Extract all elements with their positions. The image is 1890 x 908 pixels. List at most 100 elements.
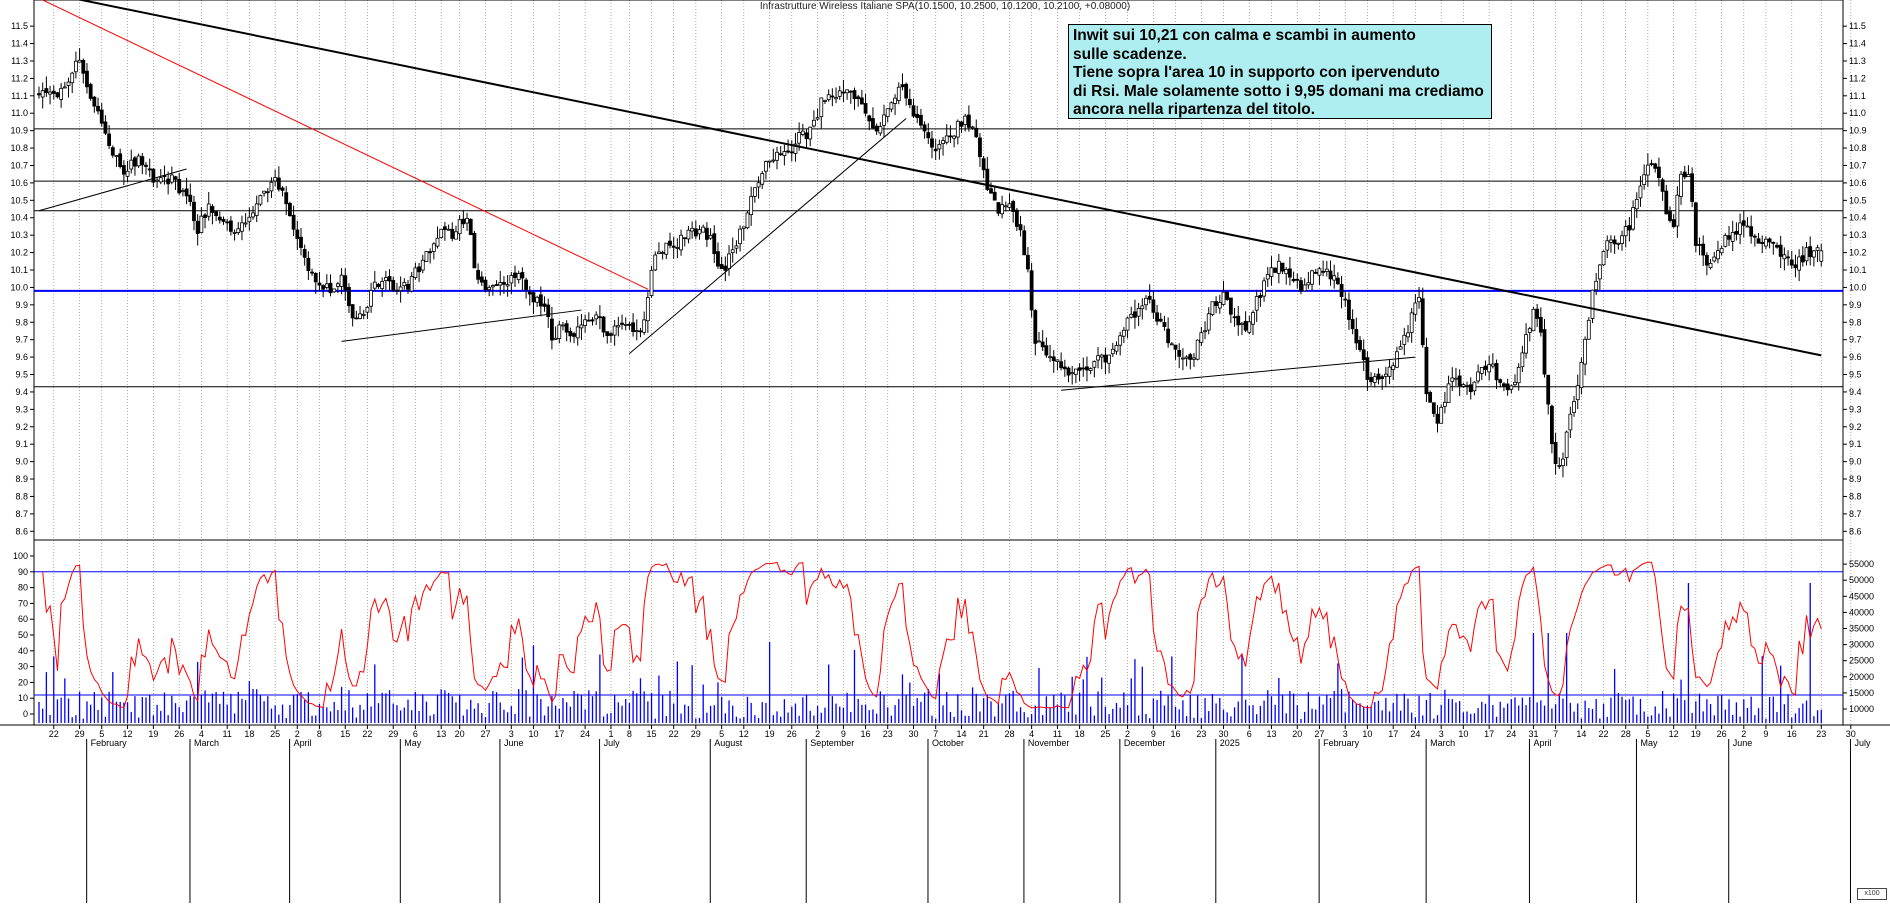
- price-bar: [756, 176, 761, 199]
- price-bar-body: [738, 228, 742, 245]
- price-bar: [1712, 251, 1717, 263]
- y-tick-label: 8.7: [15, 509, 28, 519]
- price-bar-body: [609, 333, 613, 336]
- price-bar: [1217, 294, 1222, 314]
- price-bar-body: [786, 150, 790, 153]
- price-bar-body: [1808, 246, 1813, 258]
- price-bar-body: [387, 276, 392, 282]
- price-bar-body: [1546, 374, 1551, 405]
- price-bar-body: [51, 90, 56, 94]
- price-bar: [1099, 353, 1104, 370]
- price-bar: [749, 186, 754, 226]
- price-bar: [609, 331, 613, 343]
- price-bar-body: [225, 221, 230, 224]
- price-bar: [1767, 237, 1772, 249]
- price-bar-body: [1302, 284, 1307, 292]
- price-bar-body: [1789, 259, 1794, 266]
- price-bar: [1428, 390, 1433, 403]
- price-bar-body: [1199, 332, 1204, 343]
- price-bar-body: [1450, 377, 1455, 382]
- price-bar-body: [1738, 222, 1742, 235]
- price-bar: [808, 126, 813, 147]
- price-bar-body: [1107, 354, 1111, 364]
- x-tick-label: 28: [1621, 729, 1631, 739]
- price-bar: [1716, 240, 1720, 264]
- month-label: July: [1854, 738, 1871, 748]
- x-tick-label: 19: [765, 729, 775, 739]
- price-bar: [1697, 237, 1702, 256]
- y-tick-label: 9.9: [15, 300, 28, 310]
- price-bar: [1627, 217, 1632, 242]
- price-bar-body: [597, 316, 602, 319]
- price-bar: [1424, 337, 1429, 402]
- trendline: [76, 0, 1822, 357]
- price-bar-body: [1262, 280, 1266, 297]
- y-tick-label: 8.8: [1849, 491, 1862, 501]
- price-bar: [575, 316, 580, 346]
- price-bar: [147, 158, 152, 177]
- price-bar-body: [1468, 384, 1473, 393]
- price-bar-body: [1328, 270, 1333, 280]
- price-bar-body: [450, 228, 455, 239]
- price-bar: [1819, 243, 1824, 267]
- x-tick-label: 3: [509, 729, 514, 739]
- price-bar-body: [564, 323, 569, 333]
- price-bar-body: [1085, 366, 1089, 371]
- price-bar: [1564, 430, 1569, 467]
- price-bar: [144, 162, 148, 175]
- price-bar: [819, 97, 824, 129]
- price-bar-body: [1811, 250, 1816, 258]
- price-bar-body: [103, 121, 108, 134]
- price-bar-body: [568, 330, 573, 337]
- price-bar: [730, 237, 735, 263]
- price-bar: [1793, 254, 1798, 278]
- price-bar-body: [756, 182, 761, 188]
- price-bar: [1764, 236, 1768, 250]
- price-bar: [848, 90, 853, 104]
- price-bar: [653, 251, 658, 272]
- price-bar: [535, 295, 540, 307]
- price-bar: [343, 268, 348, 301]
- price-bar: [217, 211, 222, 224]
- price-bar-body: [1764, 238, 1768, 247]
- price-bar-body: [59, 87, 64, 100]
- price-bar-body: [719, 264, 724, 270]
- price-bar-body: [1490, 363, 1495, 367]
- price-bar: [317, 271, 322, 292]
- price-bar: [937, 139, 942, 160]
- price-bar-body: [291, 214, 296, 230]
- price-bar-body: [1675, 194, 1680, 227]
- price-bar-body: [203, 214, 207, 218]
- price-bar: [830, 88, 835, 107]
- price-bar: [51, 85, 56, 100]
- price-bar: [62, 81, 67, 89]
- price-bar: [1594, 273, 1599, 295]
- price-bar: [1376, 368, 1381, 385]
- price-bar-body: [812, 119, 816, 127]
- price-bar: [380, 277, 385, 297]
- price-bar: [1502, 382, 1506, 392]
- price-bar: [856, 94, 861, 107]
- price-bar-body: [745, 212, 750, 229]
- price-bar: [919, 108, 923, 129]
- price-bar-body: [1376, 373, 1381, 380]
- price-bar-body: [804, 132, 809, 140]
- x-tick-label: 3: [1343, 729, 1348, 739]
- month-label: November: [1028, 738, 1070, 748]
- price-bar-body: [299, 236, 303, 248]
- price-bar-body: [110, 147, 115, 156]
- price-bar-body: [1136, 308, 1141, 317]
- price-bar-body: [1590, 289, 1595, 319]
- month-label: May: [404, 738, 422, 748]
- price-bar: [1361, 339, 1366, 372]
- price-bar-body: [354, 317, 359, 320]
- price-bar: [1671, 214, 1676, 228]
- price-bar-body: [1066, 367, 1071, 376]
- price-bar-body: [712, 233, 717, 255]
- price-bar: [944, 124, 949, 145]
- price-bar-body: [867, 115, 872, 122]
- x-tick-label: 29: [388, 729, 398, 739]
- price-bar: [74, 51, 78, 79]
- price-bar-body: [919, 114, 923, 126]
- price-bar: [1708, 259, 1713, 270]
